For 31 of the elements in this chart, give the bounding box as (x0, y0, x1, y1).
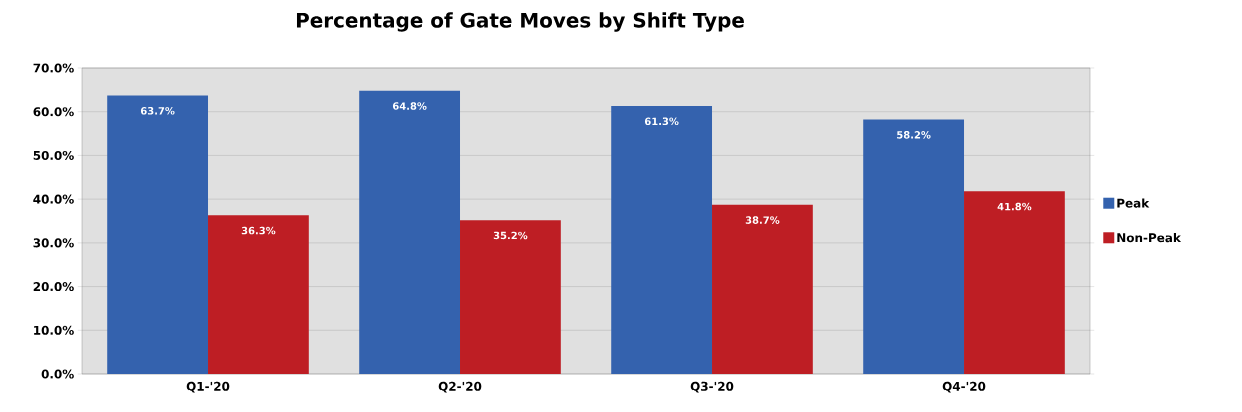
y-tick-label: 50.0% (33, 150, 74, 160)
data-label: 64.8% (392, 102, 427, 110)
y-tick-label: 30.0% (33, 238, 74, 248)
bar (208, 215, 309, 374)
y-tick-label: 40.0% (33, 194, 74, 204)
y-tick-label: 20.0% (33, 282, 74, 292)
x-tick-label: Q3-'20 (690, 381, 734, 393)
y-tick-label: 70.0% (33, 63, 74, 73)
data-label: 38.7% (745, 216, 780, 224)
x-tick-label: Q1-'20 (186, 381, 230, 393)
data-label: 58.2% (897, 131, 931, 139)
y-tick-label: 0.0% (41, 369, 74, 379)
bar (964, 191, 1065, 374)
chart-title: Percentage of Gate Moves by Shift Type (296, 12, 744, 32)
data-label: 41.8% (997, 202, 1032, 211)
legend-label: Peak (1117, 198, 1150, 208)
bar (611, 106, 713, 374)
bar (712, 204, 813, 374)
legend-label: Non-Peak (1117, 233, 1182, 243)
data-label: 61.3% (644, 117, 679, 126)
data-label: 35.2% (493, 231, 528, 240)
y-tick-label: 10.0% (34, 325, 74, 335)
x-tick-label: Q4-'20 (942, 381, 986, 393)
bar (107, 95, 209, 374)
data-label: 63.7% (140, 107, 175, 115)
y-tick-label: 60.0% (33, 107, 74, 117)
bar (359, 90, 461, 374)
x-tick-label: Q2-'20 (438, 381, 482, 393)
data-label: 36.3% (241, 226, 276, 235)
bar (863, 119, 965, 374)
bar (460, 220, 561, 374)
